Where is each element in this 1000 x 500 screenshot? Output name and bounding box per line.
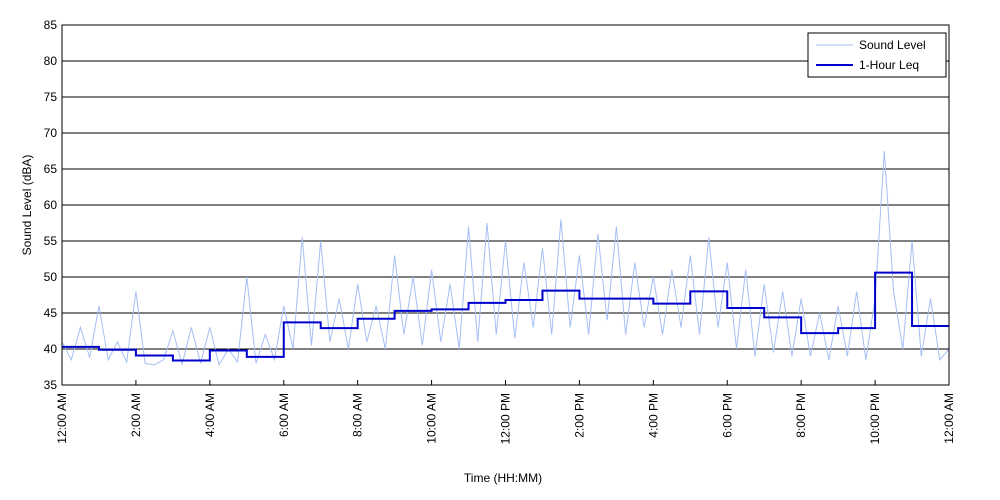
x-tick-label: 10:00 AM — [425, 393, 439, 444]
x-tick-label: 4:00 PM — [646, 393, 660, 438]
y-axis-label: Sound Level (dBA) — [20, 155, 34, 256]
y-tick-label: 75 — [44, 90, 58, 104]
x-tick-label: 8:00 AM — [351, 393, 365, 437]
legend-label: 1-Hour Leq — [859, 58, 919, 72]
x-tick-label: 2:00 AM — [129, 393, 143, 437]
y-tick-label: 35 — [44, 378, 58, 392]
y-tick-label: 60 — [44, 198, 58, 212]
y-tick-label: 45 — [44, 306, 58, 320]
x-tick-label: 2:00 PM — [572, 393, 586, 438]
x-tick-label: 6:00 AM — [277, 393, 291, 437]
y-tick-label: 55 — [44, 234, 58, 248]
x-tick-label: 10:00 PM — [868, 393, 882, 444]
x-tick-label: 12:00 PM — [499, 393, 513, 444]
legend-label: Sound Level — [859, 38, 926, 52]
x-tick-label: 8:00 PM — [794, 393, 808, 438]
y-tick-label: 80 — [44, 54, 58, 68]
y-tick-label: 65 — [44, 162, 58, 176]
y-tick-label: 70 — [44, 126, 58, 140]
x-axis-label: Time (HH:MM) — [464, 471, 542, 485]
series-line — [62, 271, 949, 362]
x-tick-label: 6:00 PM — [720, 393, 734, 438]
legend — [807, 32, 947, 78]
y-tick-label: 40 — [44, 342, 58, 356]
series-line — [61, 150, 950, 367]
x-tick-label: 12:00 AM — [55, 393, 69, 444]
x-tick-label: 4:00 AM — [203, 393, 217, 437]
y-tick-label: 50 — [44, 270, 58, 284]
x-tick-label: 12:00 AM — [942, 393, 956, 444]
plot-frame — [61, 24, 950, 386]
y-tick-label: 85 — [44, 18, 58, 32]
